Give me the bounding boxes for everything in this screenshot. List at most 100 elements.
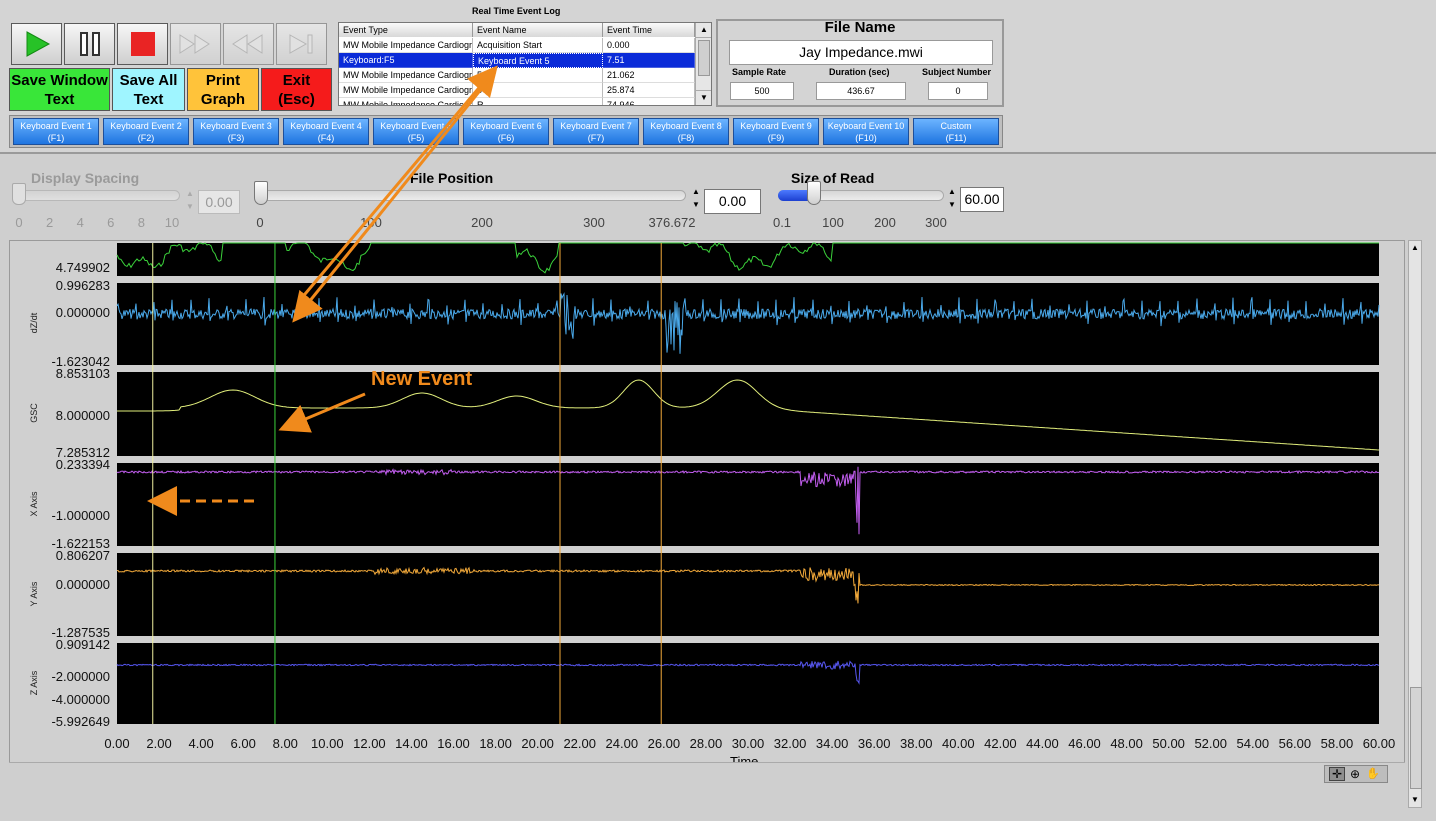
display-spacing-value[interactable]: 0.00: [198, 190, 240, 214]
sample-rate-value[interactable]: 500: [730, 82, 794, 100]
y-axis-tick-label: 0.996283: [55, 278, 110, 293]
file-name-title: File Name: [824, 19, 896, 36]
graph-tools: ✛ ⊕ ✋: [1324, 765, 1388, 783]
fast-forward-button[interactable]: [170, 23, 221, 65]
graph-status-bar: [9, 762, 1405, 793]
cell-time: 0.000: [603, 38, 695, 53]
header-event-name[interactable]: Event Name: [473, 23, 603, 37]
display-spacing-thumb[interactable]: [12, 183, 26, 205]
x-axis-tick-label: 48.00: [1110, 736, 1143, 751]
rewind-icon: [231, 34, 262, 54]
y-axis-tick-label: 0.233394: [55, 457, 110, 472]
keyboard-event-name: Keyboard Event 7: [560, 121, 632, 131]
keyboard-event-button-11[interactable]: Custom (F11): [913, 118, 999, 145]
y-axis-tick-label: 8.853103: [55, 366, 110, 381]
slider-tick-label: 200: [874, 215, 896, 230]
slider-tick-label: 6: [107, 215, 115, 230]
keyboard-event-button-3[interactable]: Keyboard Event 3 (F3): [193, 118, 279, 145]
event-log-scrollbar[interactable]: ▲ ▼: [695, 23, 711, 105]
channel-plot-2: [117, 283, 1379, 365]
crosshair-icon[interactable]: ✛: [1329, 767, 1345, 781]
channel-plot-6: [117, 643, 1379, 724]
play-button[interactable]: [11, 23, 62, 65]
file-position-thumb[interactable]: [254, 181, 268, 205]
scroll-down-icon[interactable]: ▼: [696, 90, 711, 105]
x-axis-tick-label: 52.00: [1194, 736, 1227, 751]
sample-rate-label: Sample Rate: [732, 67, 787, 77]
y-axis-tick-label: 7.285312: [55, 445, 110, 460]
header-event-type[interactable]: Event Type: [339, 23, 473, 37]
size-of-read-thumb[interactable]: [807, 181, 821, 205]
slider-tick-label: 2: [45, 215, 54, 230]
display-spacing-stepper[interactable]: ▲ ▼: [186, 189, 194, 211]
window-scrollbar[interactable]: ▲ ▼: [1408, 240, 1422, 808]
subject-number-value[interactable]: 0: [928, 82, 988, 100]
scroll-up-icon[interactable]: ▲: [1411, 243, 1419, 252]
zoom-icon[interactable]: ⊕: [1349, 767, 1361, 781]
y-axis-tick-label: -2.000000: [51, 669, 110, 684]
scroll-up-icon[interactable]: ▲: [696, 23, 711, 38]
pause-button[interactable]: [64, 23, 115, 65]
keyboard-event-key: (F7): [587, 133, 605, 143]
channel-axis-name: dZ/dt: [29, 312, 39, 334]
header-event-time[interactable]: Event Time: [603, 23, 695, 37]
duration-value[interactable]: 436.67: [816, 82, 906, 100]
keyboard-event-button-2[interactable]: Keyboard Event 2 (F2): [103, 118, 189, 145]
rewind-button[interactable]: [223, 23, 274, 65]
size-of-read-value[interactable]: 60.00: [960, 187, 1004, 212]
table-row-selected[interactable]: Keyboard:F5 Keyboard Event 5 7.51: [339, 53, 695, 68]
file-position-stepper[interactable]: ▲ ▼: [692, 187, 700, 209]
fast-forward-icon: [179, 34, 210, 54]
pan-hand-icon[interactable]: ✋: [1366, 768, 1380, 780]
keyboard-event-button-9[interactable]: Keyboard Event 9 (F9): [733, 118, 819, 145]
save-window-text-label: Save Window Text: [11, 71, 108, 108]
x-axis-tick-label: 46.00: [1068, 736, 1101, 751]
x-axis-tick-label: 56.00: [1278, 736, 1312, 751]
x-axis-tick-label: 44.00: [1026, 736, 1059, 751]
size-of-read-stepper[interactable]: ▲ ▼: [948, 187, 956, 209]
y-axis-tick-label: -1.000000: [51, 508, 110, 523]
keyboard-event-name: Keyboard Event 3: [200, 121, 272, 131]
x-axis-label: Time: [730, 754, 759, 764]
scroll-thumb[interactable]: [1410, 687, 1422, 789]
stop-button[interactable]: [117, 23, 168, 65]
x-axis-tick-label: 40.00: [942, 736, 975, 751]
keyboard-event-key: (F2): [137, 133, 155, 143]
skip-end-icon: [289, 34, 312, 54]
file-name-field[interactable]: Jay Impedance.mwi: [729, 40, 993, 65]
keyboard-event-key: (F3): [227, 133, 245, 143]
keyboard-event-button-1[interactable]: Keyboard Event 1 (F1): [13, 118, 99, 145]
cell-time: 7.51: [603, 53, 695, 68]
keyboard-event-key: (F6): [497, 133, 515, 143]
x-axis-tick-label: 12.00: [353, 736, 386, 751]
slider-tick-label: 8: [137, 215, 146, 230]
x-axis-tick-label: 36.00: [857, 736, 891, 751]
new-event-annotation: New Event: [371, 368, 473, 390]
x-axis-tick-label: 2.00: [146, 736, 172, 751]
print-graph-button[interactable]: Print Graph: [187, 68, 259, 111]
y-axis-tick-label: -5.992649: [51, 714, 110, 729]
display-spacing-label: Display Spacing: [31, 170, 140, 186]
keyboard-event-key: (F10): [855, 133, 877, 143]
x-axis-tick-label: 20.00: [521, 736, 554, 751]
print-graph-label: Print Graph: [200, 71, 246, 108]
save-all-text-button[interactable]: Save All Text: [112, 68, 185, 111]
cell-time: 21.062: [603, 68, 695, 83]
scroll-thumb[interactable]: [698, 40, 710, 76]
slider-tick-label: 100: [822, 215, 844, 230]
keyboard-event-button-7[interactable]: Keyboard Event 7 (F7): [553, 118, 639, 145]
keyboard-event-name: Keyboard Event 9: [740, 121, 812, 131]
x-axis-tick-label: 14.00: [395, 736, 428, 751]
x-axis-tick-label: 38.00: [899, 736, 933, 751]
cell-type: MW Mobile Impedance Cardiogr: [339, 38, 473, 53]
y-axis-tick-label: 8.000000: [55, 408, 110, 423]
scroll-down-icon[interactable]: ▼: [1411, 795, 1419, 804]
save-window-text-button[interactable]: Save Window Text: [9, 68, 110, 111]
file-position-value[interactable]: 0.00: [704, 189, 761, 214]
keyboard-event-button-10[interactable]: Keyboard Event 10 (F10): [823, 118, 909, 145]
skip-end-button[interactable]: [276, 23, 327, 65]
x-axis-tick-label: 6.00: [230, 736, 256, 751]
keyboard-event-button-8[interactable]: Keyboard Event 8 (F8): [643, 118, 729, 145]
slider-tick-label: 300: [925, 215, 947, 230]
